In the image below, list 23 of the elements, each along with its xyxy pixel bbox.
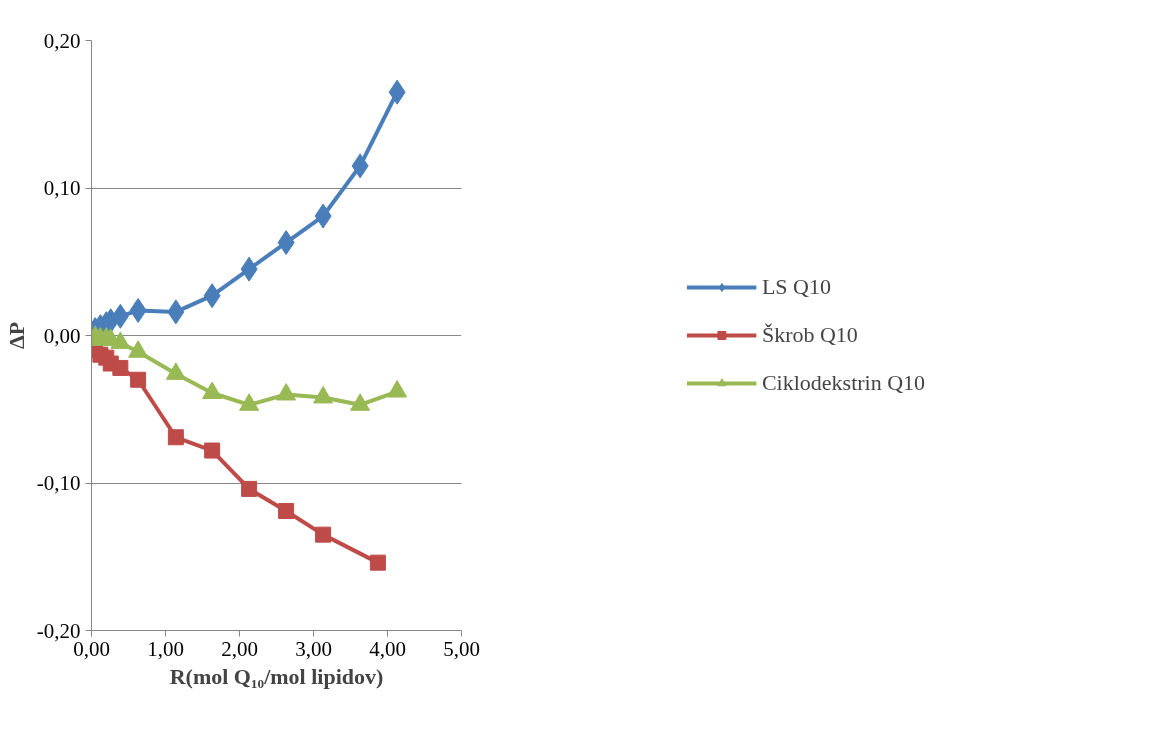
point [315, 526, 332, 543]
x-tick-label: 1,00 [147, 636, 184, 661]
legend-label: Ciklodekstrin Q10 [761, 370, 926, 396]
x-tick-label: 2,00 [221, 636, 258, 661]
point [167, 429, 184, 446]
y-tick-label: -0,10 [36, 471, 81, 495]
x-tick-label: 5,00 [443, 636, 480, 661]
point [369, 554, 386, 571]
point [204, 442, 221, 459]
y-tick-label: 0,10 [43, 176, 81, 200]
y-tick-label: -0,20 [36, 618, 81, 643]
point [130, 371, 147, 388]
legend-label: LS Q10 [761, 274, 831, 300]
point [278, 503, 295, 520]
x-axis-title: R(mol Q₁₀/mol lipidov) [169, 663, 384, 689]
legend-label: Škrob Q10 [761, 322, 858, 348]
x-tick-label: 4,00 [369, 636, 406, 661]
point [112, 359, 129, 376]
y-tick-label: 0,20 [43, 28, 81, 53]
y-axis-title: ΔP [3, 321, 29, 350]
y-tick-label: 0,00 [43, 323, 81, 348]
x-tick-label: 3,00 [295, 636, 332, 661]
point [241, 480, 258, 497]
